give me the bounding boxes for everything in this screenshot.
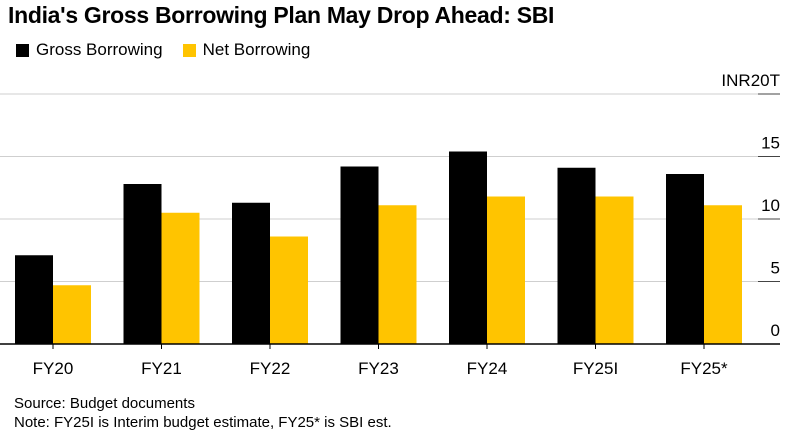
y-tick-label: 10 [761, 196, 780, 215]
legend-label-net: Net Borrowing [202, 40, 311, 59]
y-tick-label: 0 [771, 321, 780, 340]
gross-borrowing-bar [15, 255, 53, 344]
footer: Source: Budget documents Note: FY25I is … [14, 394, 392, 432]
x-tick-label: FY21 [141, 359, 182, 378]
chart-title: India's Gross Borrowing Plan May Drop Ah… [8, 2, 555, 28]
gross-borrowing-bar [232, 202, 270, 344]
x-tick-label: FY24 [467, 359, 508, 378]
legend-item-gross: Gross Borrowing [16, 40, 163, 60]
legend: Gross Borrowing Net Borrowing [16, 40, 330, 60]
note-text: Note: FY25I is Interim budget estimate, … [14, 414, 392, 431]
x-tick-label: FY20 [33, 359, 74, 378]
net-borrowing-bar [270, 236, 308, 344]
y-tick-label: 15 [761, 134, 780, 153]
x-tick-label: FY25* [680, 359, 728, 378]
gross-borrowing-bar [449, 151, 487, 344]
net-borrowing-bar [595, 196, 634, 344]
gross-borrowing-bar [340, 166, 379, 344]
net-borrowing-bar [378, 205, 417, 344]
gross-borrowing-bar [123, 184, 162, 344]
gross-borrowing-bar [666, 174, 704, 344]
x-tick-label: FY25I [573, 359, 618, 378]
net-borrowing-bar [53, 285, 91, 344]
legend-label-gross: Gross Borrowing [36, 40, 163, 59]
axes: 0 5 10 15 INR20T FY20 FY21 FY22 FY23 FY24 FY25I FY2… [0, 71, 780, 378]
gross-borrowing-bar [557, 167, 596, 344]
legend-swatch-net [182, 43, 196, 57]
x-tick-label: FY22 [250, 359, 291, 378]
net-borrowing-bar [161, 212, 200, 344]
bars [15, 151, 742, 344]
source-text: Source: Budget documents [14, 395, 195, 412]
net-borrowing-bar [704, 205, 742, 344]
x-tick-label: FY23 [358, 359, 399, 378]
legend-swatch-gross [16, 43, 29, 57]
legend-item-net: Net Borrowing [182, 40, 311, 60]
y-tick-label: INR20T [721, 71, 780, 90]
y-tick-label: 5 [771, 259, 780, 278]
net-borrowing-bar [487, 196, 525, 344]
